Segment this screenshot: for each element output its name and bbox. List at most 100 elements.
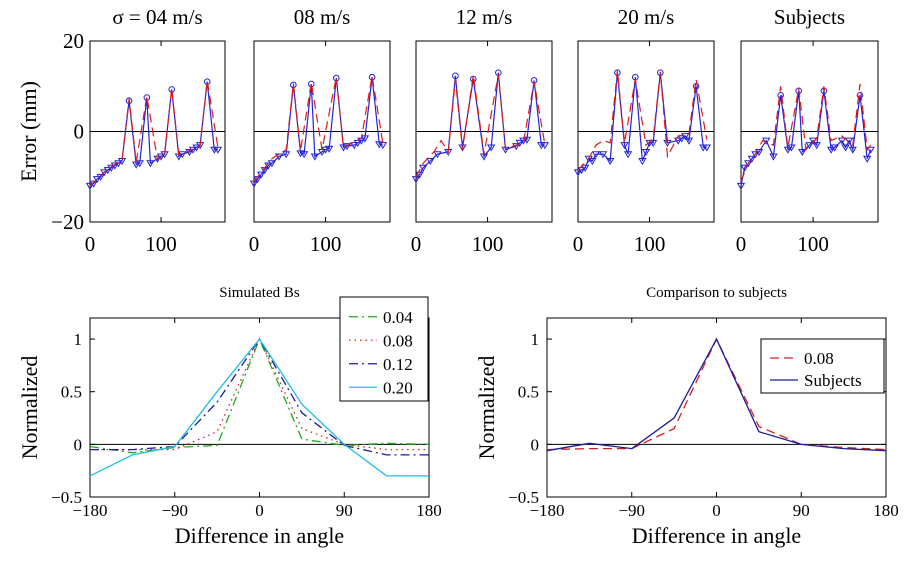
data-point-triangle [146, 160, 155, 168]
legend: 0.08 Subjects [760, 338, 885, 394]
x-tick-label: 180 [416, 501, 442, 520]
x-tick-label: 0 [85, 232, 96, 256]
x-tick-label: 100 [797, 232, 829, 256]
data-point-triangle [85, 182, 95, 190]
data-point-circle [856, 92, 864, 99]
data-point-circle [452, 72, 459, 80]
data-point-triangle [100, 169, 109, 177]
x-tick-label: −90 [161, 501, 188, 520]
data-point-triangle [805, 142, 814, 150]
data-point-triangle [192, 144, 201, 152]
data-point-triangle [754, 148, 764, 157]
x-tick-label: 90 [793, 501, 810, 520]
chart-title: 12 m/s [456, 5, 513, 29]
y-axis-label: Normalized [474, 356, 499, 460]
data-point-triangle [378, 142, 388, 150]
data-point-triangle [848, 146, 857, 154]
data-point-triangle [866, 146, 875, 154]
series-line-2 [415, 74, 546, 178]
data-point-circle [307, 80, 315, 88]
y-tick-label: 0 [74, 120, 85, 144]
x-tick-label: 90 [336, 501, 353, 520]
chart-title: Simulated Bs [219, 285, 300, 301]
data-point-triangle [674, 137, 683, 145]
x-tick-label: 0 [573, 232, 584, 256]
x-tick-label: 0 [712, 501, 721, 520]
x-tick-label: −180 [529, 501, 564, 520]
series-line-2 [546, 337, 887, 452]
y-tick-label: 0 [74, 435, 83, 454]
data-point-circle [777, 92, 784, 99]
x-axis-label: Difference in angle [175, 523, 344, 548]
legend-entry: 0.04 [383, 308, 413, 327]
data-point-triangle [107, 164, 116, 172]
chart-panel-6: Simulated Bs −180 −90 0 90 180 1 0.5 0 −0.5 Differ… [17, 285, 442, 548]
chart-title: 08 m/s [294, 5, 351, 29]
legend-entry: Subjects [804, 371, 862, 390]
data-point-triangle [863, 155, 872, 163]
data-point-triangle [826, 146, 836, 154]
data-point-triangle [486, 144, 496, 152]
data-point-triangle [92, 176, 102, 184]
data-point-triangle [648, 139, 658, 147]
y-tick-label: −0.5 [508, 488, 539, 507]
data-point-triangle [577, 167, 586, 175]
data-point-circle [469, 75, 477, 83]
data-point-triangle [360, 135, 370, 143]
chart-title: 20 m/s [618, 5, 675, 29]
data-point-triangle [274, 153, 284, 161]
data-point-triangle [267, 160, 277, 168]
data-point-triangle [135, 160, 144, 168]
data-point-triangle [620, 142, 629, 150]
chart-panel-2: 08 m/s 0 100 [249, 5, 391, 256]
y-tick-label: 0 [531, 435, 540, 454]
data-point-triangle [580, 164, 590, 172]
data-point-triangle [324, 145, 334, 153]
data-point-triangle [350, 142, 359, 150]
x-tick-label: 100 [145, 232, 177, 256]
y-tick-label: 1 [531, 330, 540, 349]
data-point-triangle [837, 137, 847, 145]
x-tick-label: 0 [255, 501, 264, 520]
data-point-triangle [598, 151, 608, 159]
data-point-triangle [96, 173, 105, 181]
data-point-triangle [769, 153, 778, 161]
series-line-2 [740, 83, 872, 182]
legend-entry: 0.08 [804, 349, 834, 368]
data-point-triangle [606, 158, 615, 166]
data-point-triangle [310, 153, 320, 161]
data-point-circle [795, 87, 802, 95]
data-point-circle [692, 82, 700, 90]
data-point-triangle [751, 151, 760, 159]
x-tick-label: −180 [72, 501, 107, 520]
data-point-triangle [512, 143, 521, 151]
x-tick-label: 100 [310, 232, 342, 256]
series-line-1 [415, 72, 545, 180]
y-axis-label: Error (mm) [16, 81, 41, 182]
data-point-triangle [540, 142, 550, 150]
data-point-triangle [798, 148, 807, 157]
data-point-triangle [591, 151, 601, 159]
data-point-triangle [282, 151, 291, 159]
data-point-circle [143, 94, 151, 101]
x-tick-label: −90 [618, 501, 645, 520]
legend-box [339, 296, 429, 402]
y-tick-label: 0.5 [518, 383, 539, 402]
data-point-triangle [787, 144, 796, 152]
data-point-triangle [426, 158, 435, 166]
data-point-triangle [515, 139, 524, 147]
data-point-triangle [433, 151, 442, 159]
data-point-triangle [156, 153, 166, 161]
data-point-triangle [702, 144, 712, 152]
data-point-triangle [415, 171, 424, 179]
y-tick-label: 1 [74, 330, 83, 349]
data-point-triangle [747, 155, 756, 163]
series-line-2 [89, 80, 219, 187]
x-tick-label: 0 [736, 232, 747, 256]
data-point-triangle [623, 151, 633, 159]
legend-box [760, 338, 885, 394]
data-point-triangle [321, 146, 330, 154]
y-tick-label: 0.5 [61, 383, 82, 402]
data-point-triangle [519, 137, 528, 145]
